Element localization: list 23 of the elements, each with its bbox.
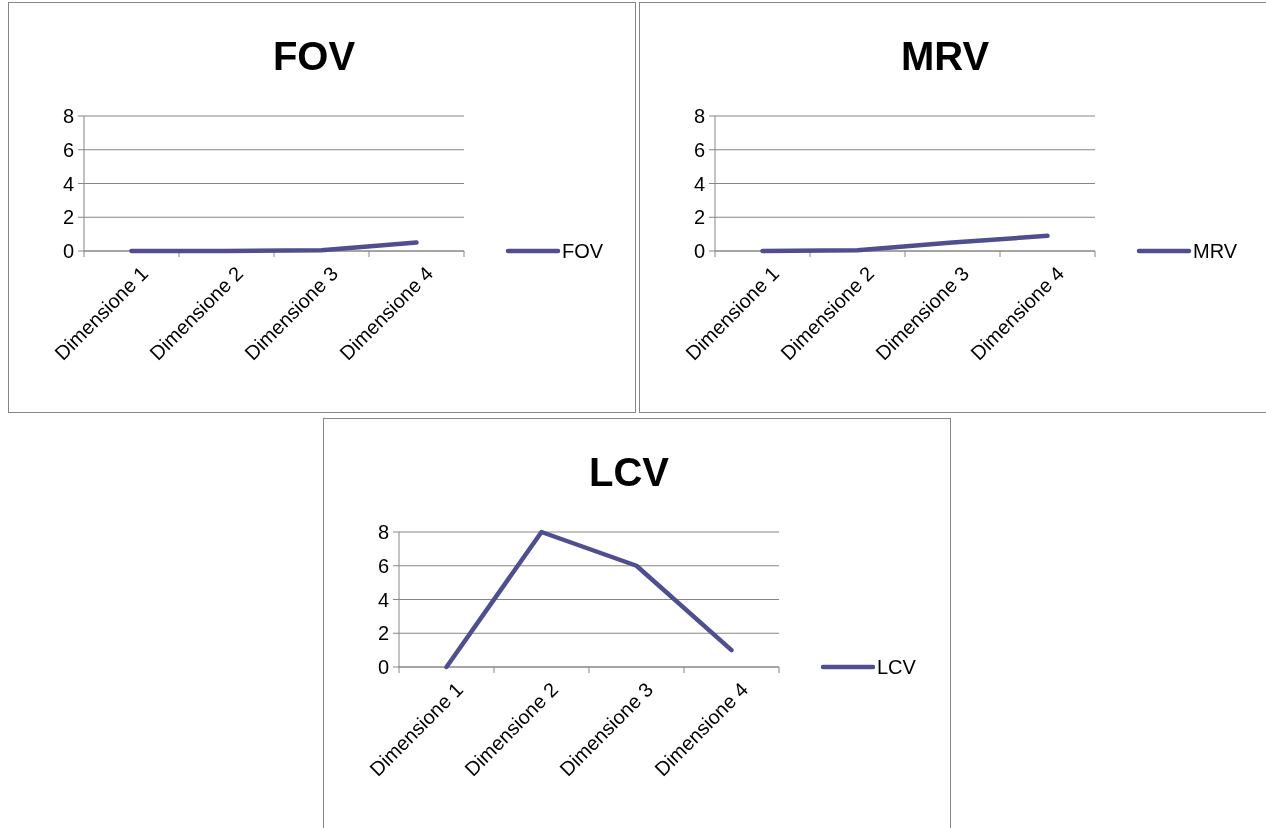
y-tick-label: 6: [62, 138, 74, 161]
y-tick-label: 8: [377, 521, 389, 543]
y-tick-label: 2: [62, 206, 74, 229]
y-tick-label: 4: [62, 172, 74, 195]
y-tick-label: 0: [377, 656, 389, 678]
chart-title: FOV: [272, 34, 356, 78]
y-tick-label: 4: [693, 172, 705, 195]
y-tick-label: 6: [693, 138, 705, 161]
chart-title: LCV: [589, 450, 670, 494]
line-series: [760, 233, 1050, 254]
y-tick-label: 2: [693, 206, 705, 229]
y-tick-label: 0: [693, 240, 705, 262]
y-tick-label: 6: [377, 554, 389, 577]
y-tick-label: 8: [62, 105, 74, 127]
y-tick-label: 0: [62, 240, 74, 262]
chart-title: MRV: [900, 34, 990, 78]
y-tick-label: 8: [693, 105, 705, 127]
y-tick-label: 4: [377, 588, 389, 611]
legend-label: LCV: [877, 656, 917, 678]
legend-label: MRV: [1193, 240, 1238, 262]
legend-label: FOV: [562, 240, 604, 262]
line-series: [444, 529, 734, 670]
y-tick-label: 2: [377, 622, 389, 645]
